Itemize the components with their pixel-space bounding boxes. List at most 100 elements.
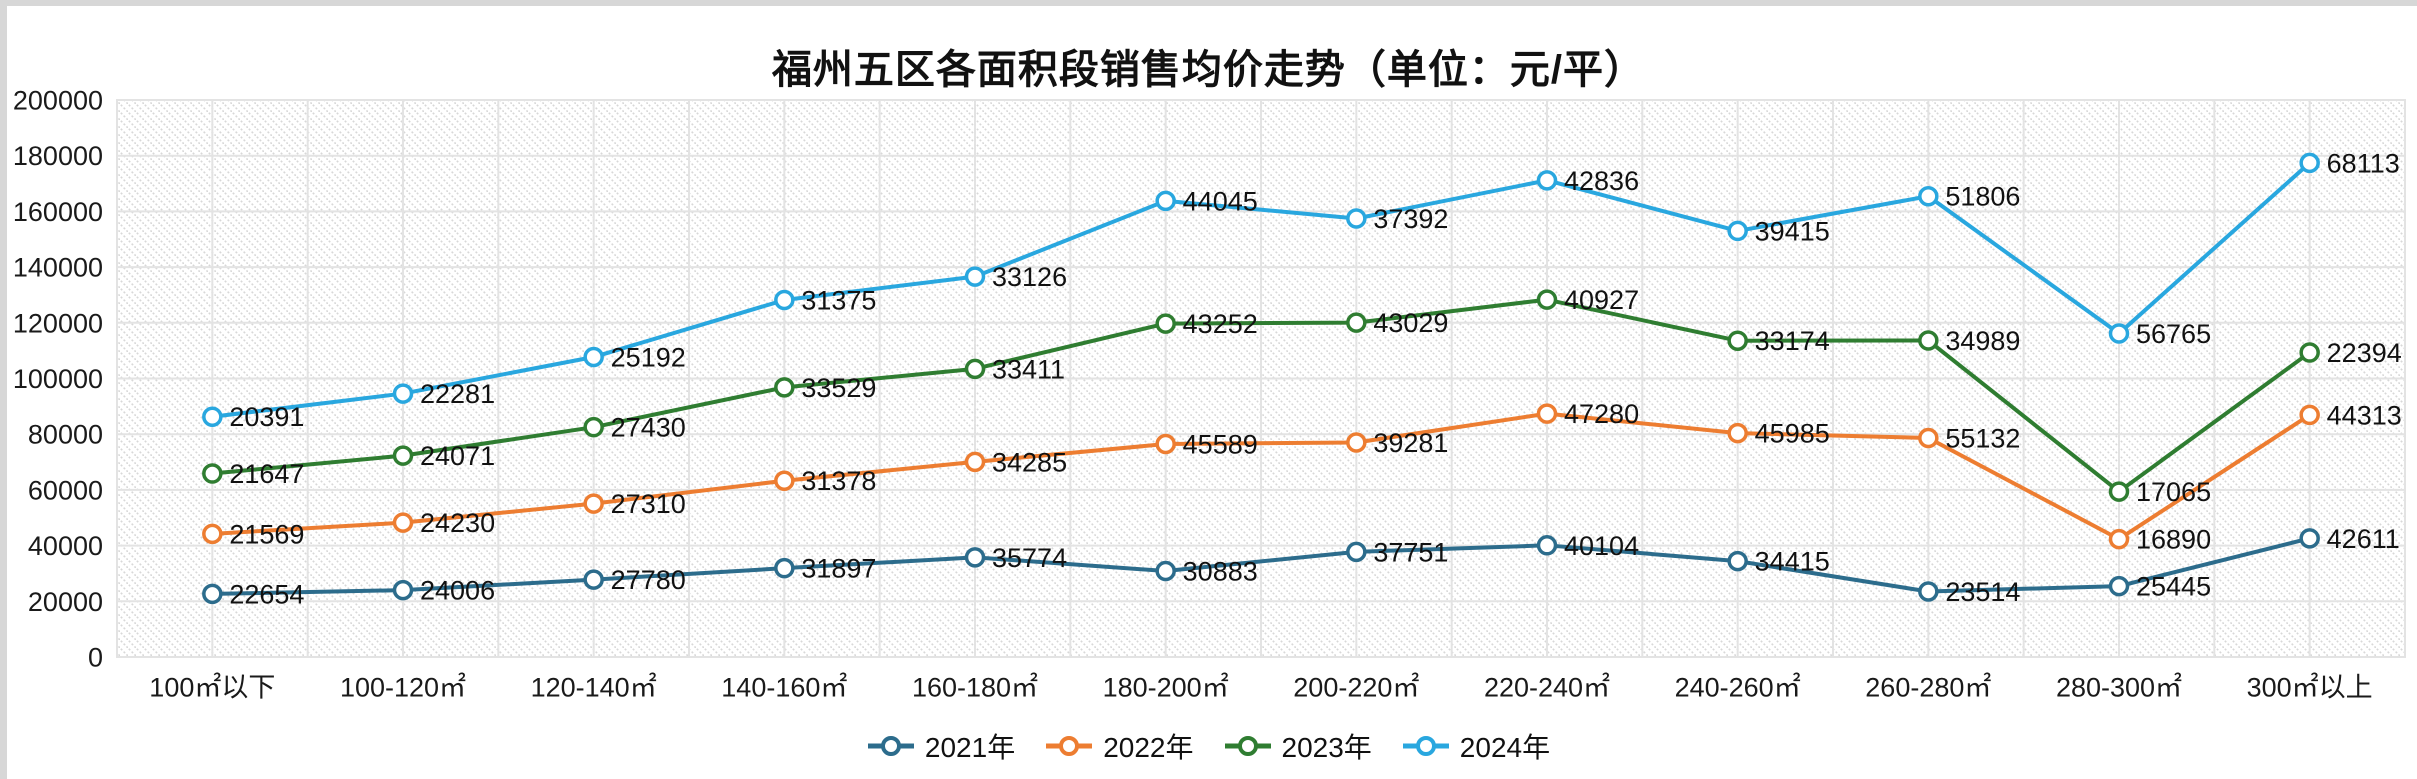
y-tick-label: 180000: [13, 141, 103, 171]
data-label: 51806: [1945, 182, 2020, 212]
data-label: 24071: [420, 441, 495, 471]
x-tick-label: 160-180㎡: [912, 672, 1038, 702]
data-point: [392, 579, 414, 601]
data-label: 34415: [1755, 547, 1830, 577]
chart-legend: 2021年 2022年 2023年 2024年: [0, 726, 2417, 766]
data-label: 56765: [2136, 319, 2211, 349]
legend-marker-icon: [1402, 736, 1449, 756]
data-label: 23514: [1945, 577, 2020, 607]
data-point: [1346, 432, 1367, 453]
window-edge-top: [0, 0, 2417, 6]
legend-marker-icon: [1046, 736, 1093, 756]
data-label: 22394: [2327, 338, 2402, 368]
data-point: [2299, 404, 2320, 426]
data-label: 37392: [1373, 204, 1448, 234]
data-point: [1727, 220, 1748, 242]
data-label: 25445: [2136, 572, 2211, 602]
y-tick-label: 80000: [28, 420, 103, 450]
data-label: 44313: [2327, 400, 2402, 430]
data-label: 45985: [1755, 419, 1830, 449]
y-tick-label: 140000: [13, 253, 103, 283]
legend-item-2022[interactable]: 2022年: [1045, 726, 1194, 766]
data-point: [2299, 152, 2320, 174]
legend-label: 2023年: [1281, 732, 1372, 763]
x-tick-label: 100-120㎡: [340, 672, 466, 702]
data-label: 22281: [420, 379, 495, 409]
legend-item-2023[interactable]: 2023年: [1224, 726, 1372, 766]
data-label: 33529: [801, 373, 876, 403]
data-point: [1536, 170, 1558, 191]
data-point: [964, 451, 986, 473]
x-tick-label: 200-220㎡: [1293, 672, 1419, 702]
data-point: [964, 266, 986, 287]
data-point: [202, 463, 223, 484]
data-label: 42836: [1564, 166, 1639, 196]
data-point: [1727, 422, 1748, 444]
data-point: [1155, 433, 1176, 455]
data-point: [774, 470, 795, 492]
series-2024年: [202, 152, 2320, 428]
data-label: 40104: [1564, 531, 1639, 561]
data-labels: 22654 24006 27780 31897 35774 30883 37751 40104…: [229, 148, 2401, 609]
data-label: 27310: [611, 489, 686, 519]
data-label: 47280: [1564, 399, 1639, 429]
legend-label: 2022年: [1103, 732, 1194, 763]
data-point: [583, 346, 604, 368]
data-point: [2108, 575, 2130, 597]
data-point: [774, 557, 795, 579]
x-axis-labels: 100㎡以下 100-120㎡ 120-140㎡ 140-160㎡ 160-180㎡ 18…: [149, 672, 2372, 702]
data-point: [1918, 185, 1939, 207]
y-tick-label: 60000: [28, 475, 103, 505]
data-point: [1536, 535, 1558, 556]
y-tick-label: 20000: [28, 587, 103, 617]
data-label: 27780: [611, 565, 686, 595]
data-point: [1536, 403, 1558, 424]
y-axis-labels: 0 20000 40000 60000 80000 100000 120000 140000 1…: [13, 85, 103, 672]
legend-marker-icon: [867, 736, 914, 756]
data-label: 39415: [1755, 216, 1830, 246]
x-tick-label: 120-140㎡: [531, 672, 657, 702]
data-point: [2299, 342, 2320, 363]
data-point: [392, 383, 414, 404]
legend-marker-icon: [1224, 736, 1271, 756]
data-label: 34989: [1945, 326, 2020, 356]
window-edge-left: [0, 0, 7, 779]
data-point: [1155, 190, 1176, 212]
x-tick-label: 180-200㎡: [1103, 672, 1229, 702]
data-point: [2299, 528, 2320, 549]
data-label: 31375: [801, 285, 876, 315]
legend-item-2021[interactable]: 2021年: [867, 726, 1015, 766]
data-point: [1155, 313, 1176, 334]
data-point: [1727, 330, 1748, 351]
data-label: 33411: [992, 354, 1065, 384]
data-point: [583, 416, 604, 438]
data-label: 21647: [229, 459, 304, 489]
data-point: [1346, 541, 1367, 563]
data-label: 45589: [1183, 429, 1258, 459]
data-point: [2108, 323, 2130, 344]
data-label: 24006: [420, 576, 495, 606]
data-label: 35774: [992, 543, 1067, 573]
y-tick-label: 0: [88, 642, 103, 672]
series-2022年: [202, 403, 2320, 550]
x-tick-label: 260-280㎡: [1865, 672, 1991, 702]
data-label: 44045: [1183, 186, 1258, 216]
data-label: 43029: [1373, 308, 1448, 338]
data-point: [1918, 581, 1939, 602]
data-label: 21569: [229, 519, 304, 549]
x-tick-label: 100㎡以下: [149, 672, 275, 702]
data-point: [1918, 427, 1939, 449]
data-point: [583, 569, 604, 590]
data-point: [583, 493, 604, 514]
legend-item-2024[interactable]: 2024年: [1402, 726, 1550, 766]
data-label: 43252: [1183, 309, 1258, 339]
data-label: 24230: [420, 508, 495, 538]
data-label: 31378: [801, 466, 876, 496]
data-point: [774, 377, 795, 398]
data-point: [964, 547, 986, 568]
x-tick-label: 140-160㎡: [721, 672, 847, 702]
chart-title: 福州五区各面积段销售均价走势（单位：元/平）: [771, 47, 1646, 92]
y-tick-label: 40000: [28, 531, 103, 561]
data-point: [774, 289, 795, 311]
data-label: 33174: [1755, 326, 1830, 356]
